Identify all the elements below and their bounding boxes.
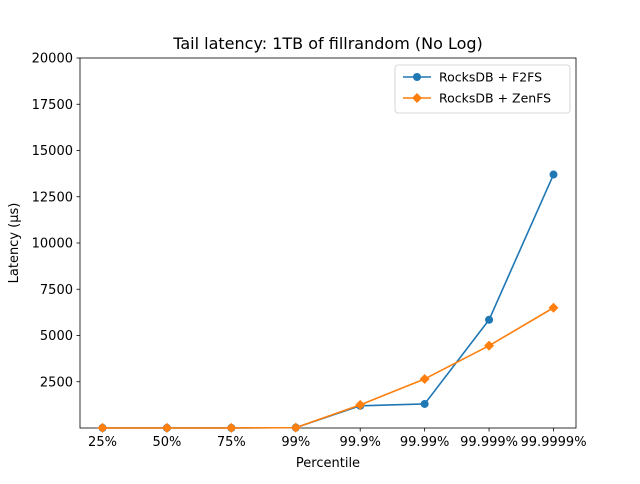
chart-title: Tail latency: 1TB of fillrandom (No Log) <box>172 34 483 53</box>
y-tick-label: 5000 <box>40 329 73 344</box>
x-axis: 25% 50% 75% 99% 99.9% 99.99% 99.999% 99.9999% <box>88 428 587 450</box>
legend-marker <box>413 73 421 81</box>
x-tick-label: 99.99% <box>400 435 450 450</box>
data-point <box>161 422 172 433</box>
x-tick-label: 99.999% <box>460 435 518 450</box>
legend-box <box>394 64 571 114</box>
x-tick-label: 99.9999% <box>520 435 586 450</box>
y-axis-label: Latency (µs) <box>7 203 22 284</box>
legend-label: RocksDB + ZenFS <box>439 91 551 106</box>
series-line <box>102 307 554 429</box>
data-point <box>548 302 559 313</box>
x-tick-label: 99.9% <box>340 435 381 450</box>
x-tick-label: 50% <box>152 435 181 450</box>
legend-entry: RocksDB + ZenFS <box>403 91 551 106</box>
y-tick-label: 15000 <box>32 144 73 159</box>
y-tick-label: 20000 <box>32 52 73 67</box>
series-1 <box>98 170 558 432</box>
data-point <box>97 422 108 433</box>
series-2 <box>97 302 559 433</box>
y-tick-label: 12500 <box>32 190 73 205</box>
data-point <box>420 399 429 408</box>
x-tick-label: 25% <box>88 435 117 450</box>
data-point <box>485 315 494 324</box>
y-axis: 2500 5000 7500 10000 12500 15000 17500 20000 <box>32 52 80 390</box>
x-tick-label: 75% <box>217 435 246 450</box>
legend: RocksDB + F2FS RocksDB + ZenFS <box>394 64 571 114</box>
x-axis-label: Percentile <box>296 456 360 471</box>
y-tick-label: 7500 <box>40 283 73 298</box>
x-tick-label: 99% <box>281 435 310 450</box>
legend-entry: RocksDB + F2FS <box>403 70 542 85</box>
legend-label: RocksDB + F2FS <box>439 70 542 85</box>
data-point <box>484 340 495 351</box>
data-point <box>226 422 237 433</box>
data-point <box>355 399 366 410</box>
series-layer <box>97 170 559 433</box>
data-point <box>549 170 558 179</box>
y-tick-label: 17500 <box>32 98 73 113</box>
y-tick-label: 10000 <box>32 237 73 252</box>
plot-area <box>79 57 577 429</box>
legend-marker <box>412 93 422 103</box>
data-point <box>419 373 430 384</box>
plot-frame <box>79 57 577 429</box>
y-tick-label: 2500 <box>40 375 73 390</box>
data-point <box>290 422 301 433</box>
series-line <box>102 174 555 429</box>
